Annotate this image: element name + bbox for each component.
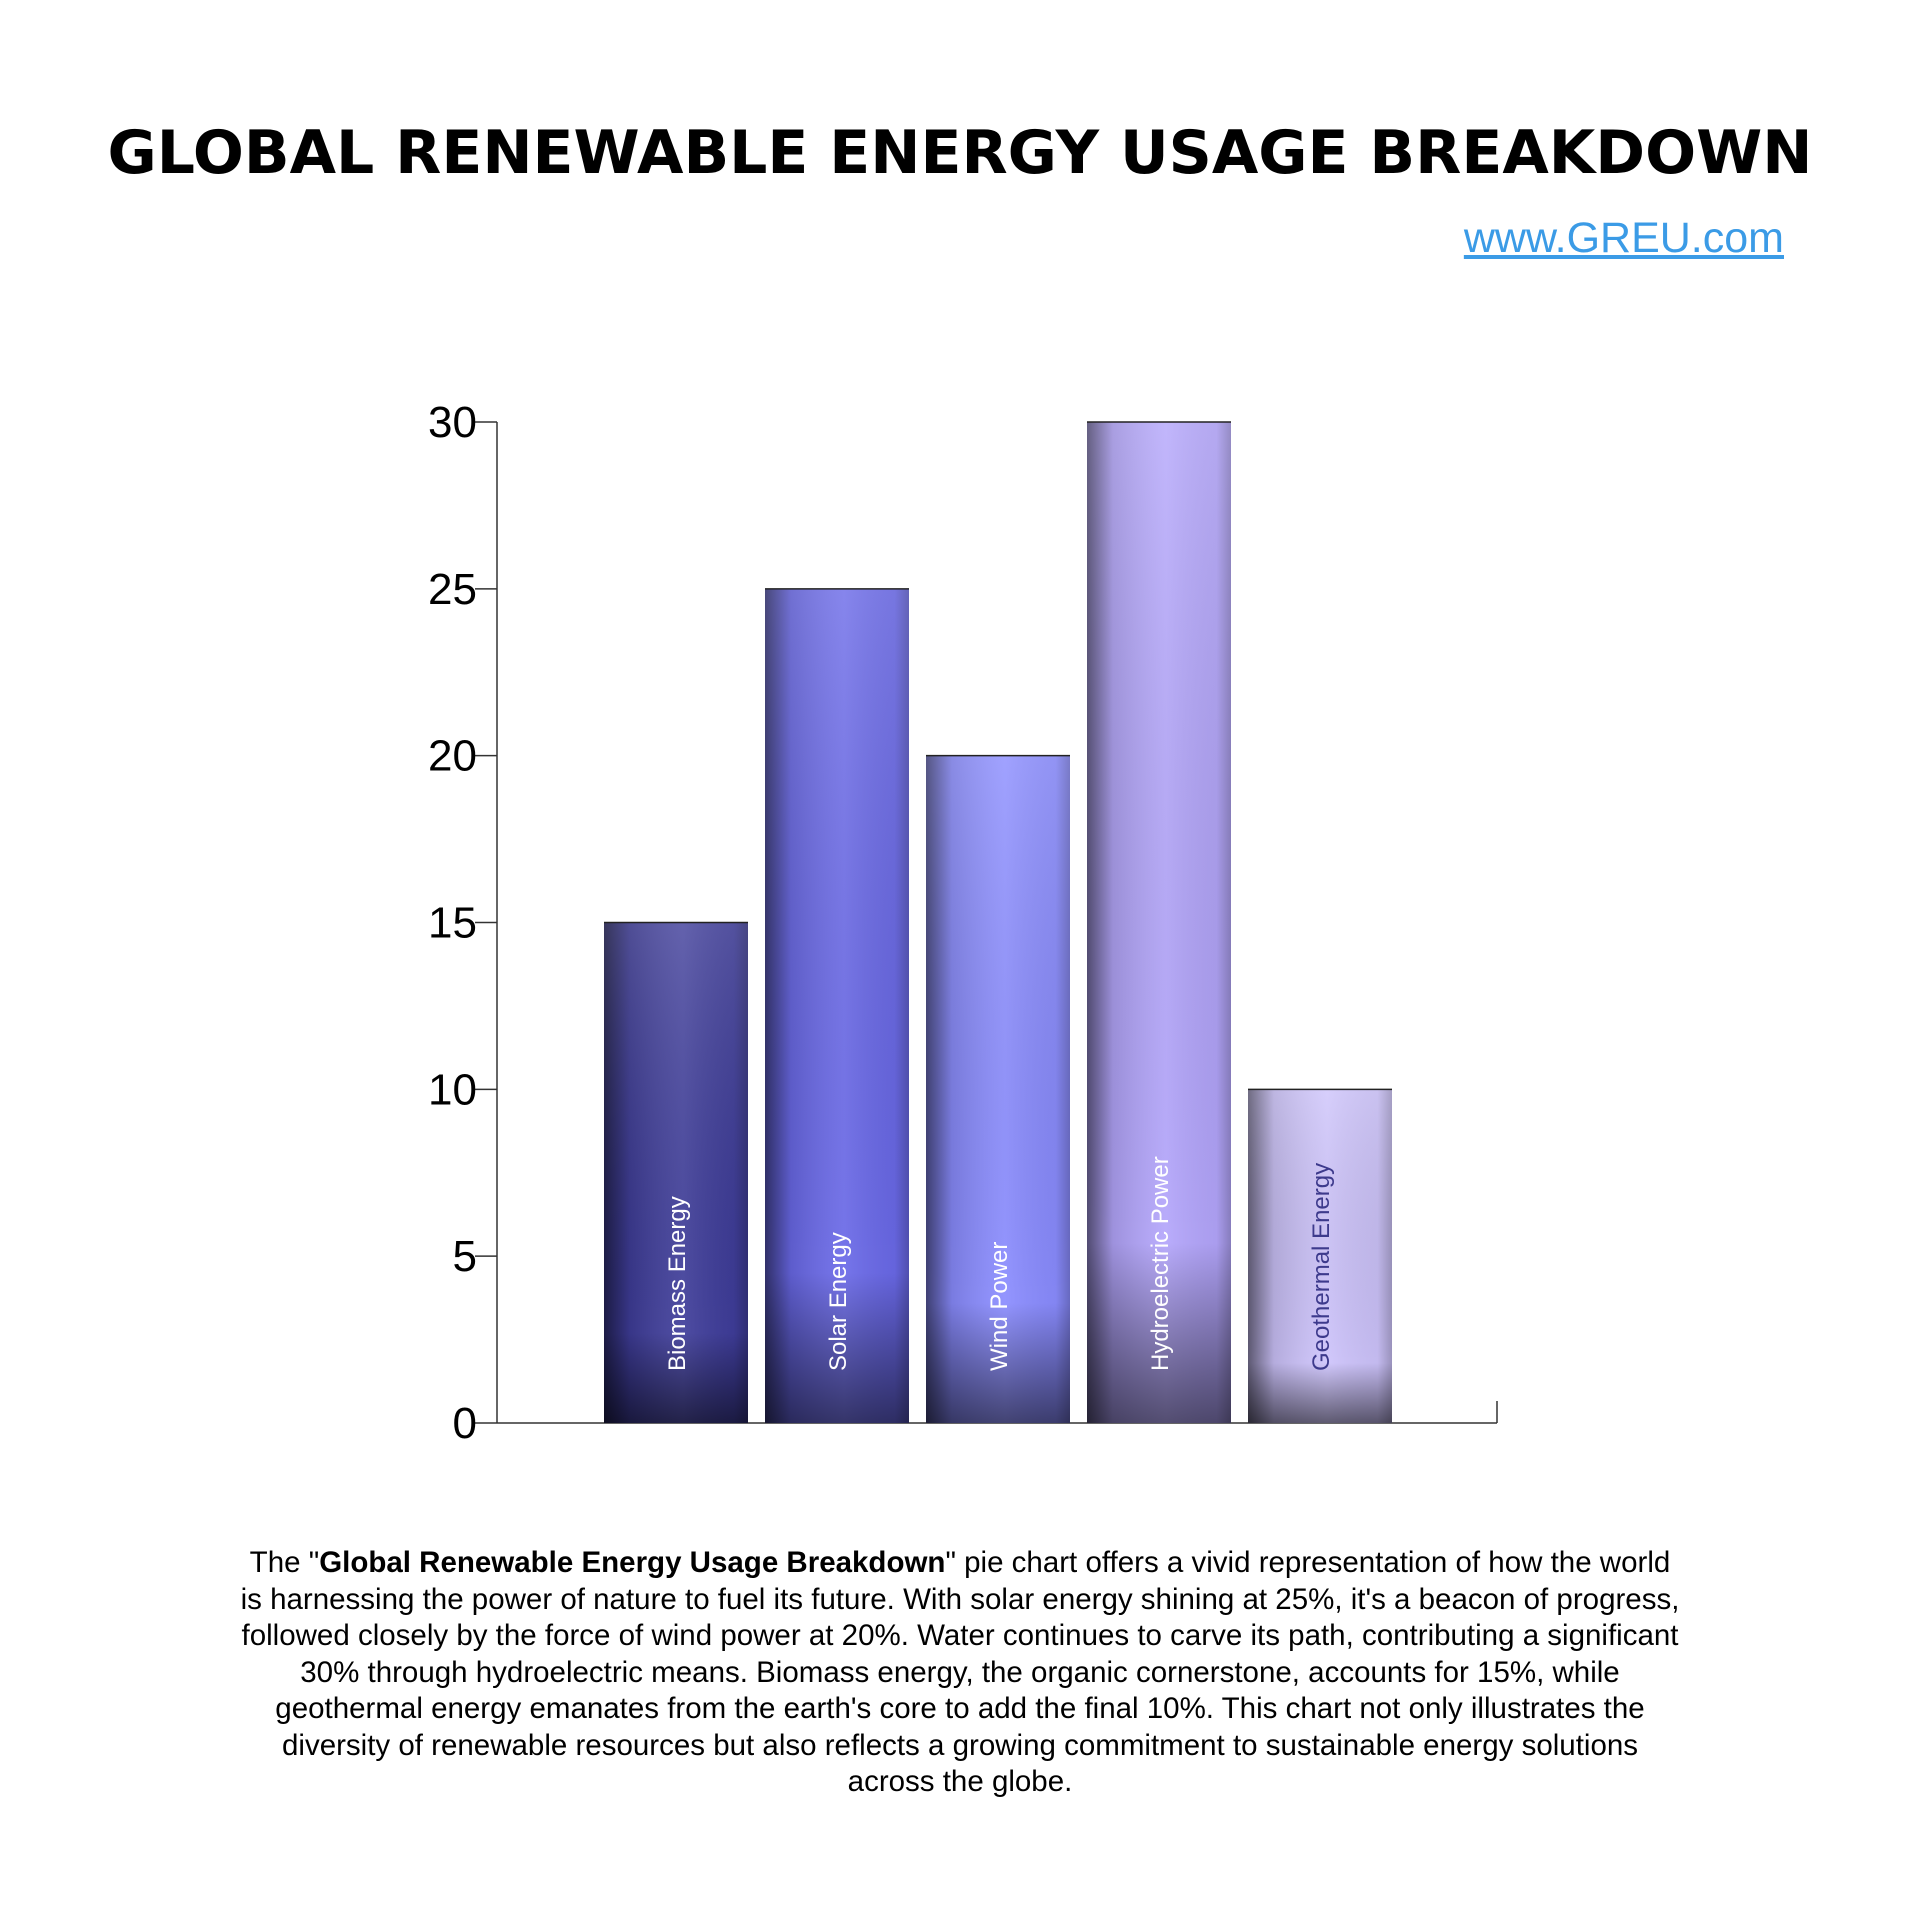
bar-shading-bottom bbox=[765, 588, 909, 1423]
y-tick-label: 10 bbox=[428, 1065, 477, 1114]
chart-description: The "Global Renewable Energy Usage Break… bbox=[240, 1546, 1680, 1798]
bar-shading-bottom bbox=[926, 755, 1070, 1423]
axes: 0 5 10 15 20 25 30 bbox=[428, 398, 1498, 1448]
page-title: GLOBAL RENEWABLE ENERGY USAGE BREAKDOWN bbox=[107, 118, 1813, 188]
bar-group: Wind Power bbox=[926, 754, 1070, 1423]
bar-category-label: Hydroelectric Power bbox=[1147, 1156, 1174, 1371]
bars: Biomass Energy Solar Energy Wind Power Hydr… bbox=[604, 421, 1392, 1423]
bar-group: Hydroelectric Power bbox=[1087, 421, 1231, 1423]
bar-group: Geothermal Energy bbox=[1248, 1088, 1392, 1423]
bar-group: Solar Energy bbox=[765, 588, 909, 1423]
y-tick-label: 20 bbox=[428, 732, 477, 781]
y-tick-label: 30 bbox=[428, 398, 477, 447]
website-link[interactable]: www.GREU.com bbox=[1463, 214, 1784, 262]
bar-category-label: Solar Energy bbox=[825, 1232, 852, 1371]
bar-shading-bottom bbox=[1248, 1089, 1392, 1423]
y-tick-label: 5 bbox=[453, 1232, 477, 1281]
bar-category-label: Wind Power bbox=[986, 1242, 1013, 1371]
bar-group: Biomass Energy bbox=[604, 921, 748, 1423]
y-tick-label: 25 bbox=[428, 565, 477, 614]
bar-shading-bottom bbox=[604, 922, 748, 1423]
bar-category-label: Geothermal Energy bbox=[1308, 1163, 1335, 1371]
bar-shading-bottom bbox=[1087, 422, 1231, 1423]
description-bold-title: Global Renewable Energy Usage Breakdown bbox=[319, 1546, 946, 1579]
bar-category-label: Biomass Energy bbox=[664, 1196, 691, 1371]
y-tick-label: 15 bbox=[428, 899, 477, 948]
y-tick-label: 0 bbox=[453, 1399, 477, 1448]
